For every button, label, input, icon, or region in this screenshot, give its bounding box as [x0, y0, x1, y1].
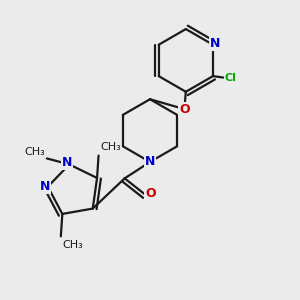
- Text: N: N: [210, 37, 220, 50]
- Text: CH₃: CH₃: [25, 147, 45, 157]
- Text: CH₃: CH₃: [100, 142, 121, 152]
- Text: Cl: Cl: [225, 73, 237, 82]
- Text: O: O: [179, 103, 190, 116]
- Text: N: N: [62, 156, 72, 170]
- Text: N: N: [145, 155, 155, 168]
- Text: CH₃: CH₃: [62, 240, 83, 250]
- Text: O: O: [145, 187, 156, 200]
- Text: N: N: [40, 180, 50, 193]
